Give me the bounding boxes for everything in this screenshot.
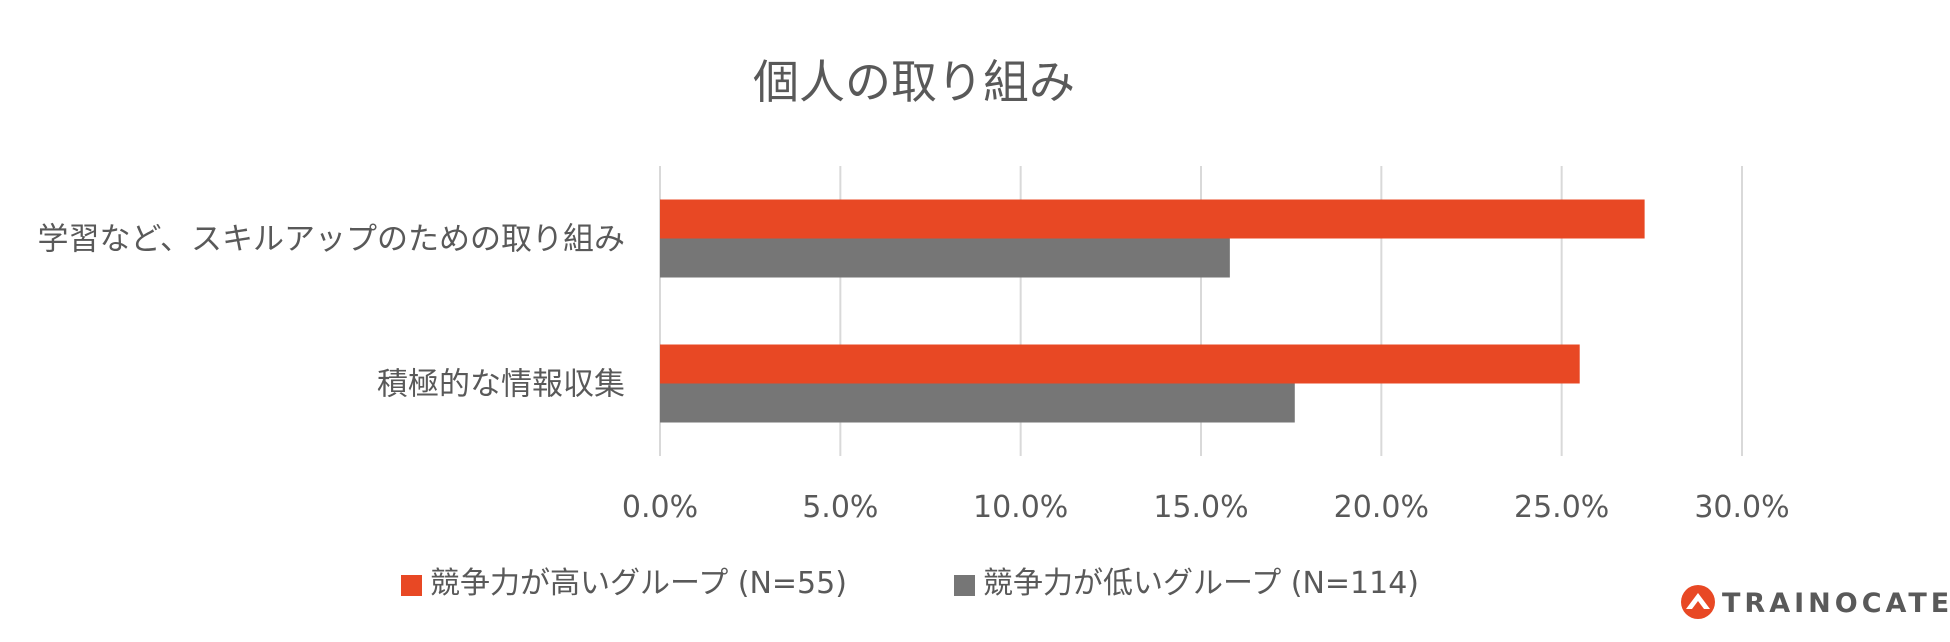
trainocate-logo: TRAINOCATE [1681, 585, 1950, 619]
x-tick-labels: 0.0% 5.0% 10.0% 15.0% 20.0% 25.0% 30.0% [622, 490, 1790, 525]
x-tick-label: 15.0% [1153, 490, 1248, 525]
bar-high-0 [660, 199, 1645, 239]
legend-label: 競争力が高いグループ (N=55) [430, 566, 847, 601]
x-tick-label: 5.0% [802, 490, 878, 525]
bar-low-1 [660, 383, 1295, 423]
legend-swatch [401, 575, 422, 596]
x-tick-label: 20.0% [1334, 490, 1429, 525]
legend: 競争力が高いグループ (N=55) 競争力が低いグループ (N=114) [401, 566, 1419, 601]
bars [660, 199, 1645, 423]
chart-title: 個人の取り組み [753, 55, 1075, 109]
category-label: 積極的な情報収集 [377, 367, 625, 403]
x-tick-label: 10.0% [973, 490, 1068, 525]
traincate-logo-icon [1681, 585, 1715, 619]
logo-text: TRAINOCATE [1722, 588, 1950, 619]
bar-low-0 [660, 238, 1230, 278]
x-tick-label: 0.0% [622, 490, 698, 525]
x-tick-label: 25.0% [1514, 490, 1609, 525]
category-label: 学習など、スキルアップのための取り組み [38, 222, 625, 258]
bar-high-1 [660, 344, 1580, 384]
x-tick-label: 30.0% [1694, 490, 1789, 525]
legend-label: 競争力が低いグループ (N=114) [983, 566, 1419, 601]
legend-swatch [954, 575, 975, 596]
